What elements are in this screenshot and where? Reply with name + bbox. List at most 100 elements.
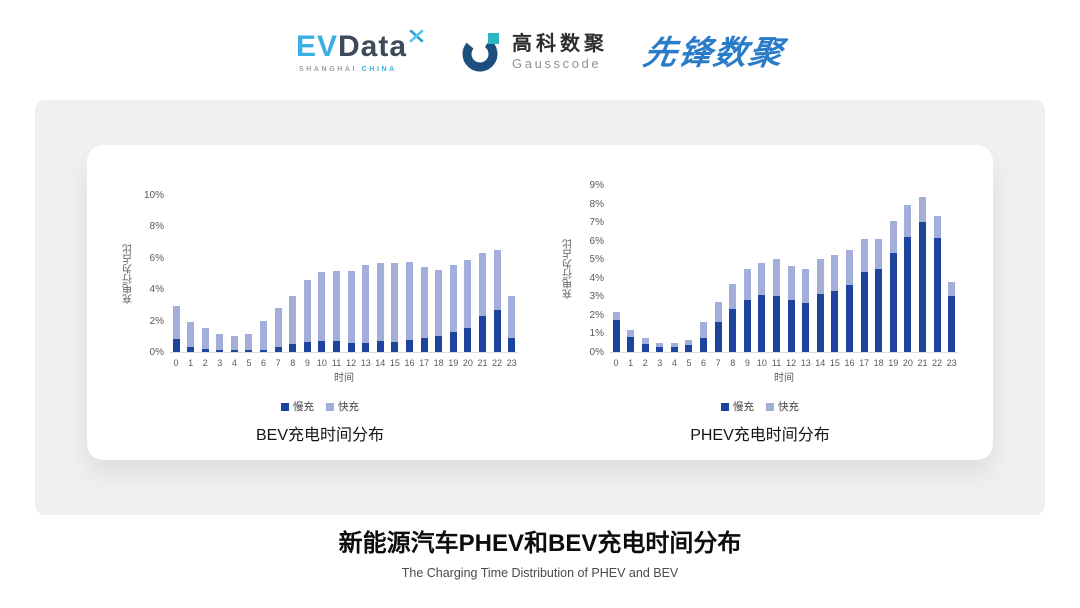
slow-charge-segment [187, 346, 195, 352]
x-tick-label: 8 [290, 358, 296, 368]
slow-legend-swatch [281, 403, 289, 411]
slow-charge-segment [685, 344, 693, 352]
gausscode-g-icon [462, 33, 500, 72]
slow-charge-segment [846, 285, 853, 352]
gausscode-logo: 高科数聚 Gausscode [461, 30, 608, 74]
bar-hour-7 [272, 308, 284, 352]
fast-charge-segment [508, 296, 516, 338]
slow-charge-segment [376, 341, 384, 352]
slow-charge-segment [333, 341, 341, 352]
bar-hour-0 [170, 306, 182, 352]
fast-charge-segment [700, 322, 708, 338]
fast-charge-segment [685, 339, 693, 345]
bar-hour-10 [756, 262, 768, 352]
bar-hour-13 [800, 269, 812, 352]
fast-charge-segment [743, 268, 751, 301]
x-axis-title: 时间 [774, 373, 794, 384]
slow-charge-segment [318, 341, 326, 352]
fast-charge-segment [201, 328, 209, 349]
x-tick-label: 4 [231, 358, 237, 368]
slow-charge-segment [904, 236, 912, 352]
x-tick-label: 20 [902, 358, 913, 368]
slow-charge-segment [787, 300, 795, 352]
fast-charge-segment [435, 269, 443, 337]
fast-charge-segment [406, 261, 413, 341]
slow-charge-segment [641, 343, 649, 352]
x-tick-label: 19 [888, 358, 899, 368]
phev-plot-area: 充电行为占比 0% 1% 2% 3% 4% 5% 6% 7% 8% 9% [562, 180, 958, 358]
bar-hour-14 [814, 259, 826, 352]
bar-hour-15 [389, 262, 401, 352]
x-tick-label: 6 [261, 358, 267, 368]
fast-charge-segment [245, 333, 253, 351]
bar-hour-3 [654, 342, 666, 352]
y-tick-label: 9% [589, 180, 604, 191]
fast-charge-segment [831, 254, 839, 291]
slow-charge-segment [420, 337, 428, 352]
slow-charge-segment [478, 315, 486, 352]
y-tick-label: 6% [589, 235, 604, 247]
x-tick-label: 13 [360, 358, 371, 368]
x-tick-label: 17 [419, 358, 430, 368]
phev-bars [610, 185, 958, 353]
x-axis-ticks: 0 1 2 3 4 5 6 7 8 9 10 11 12 13 14 15 16 17 18 19 20 21 22 23 [610, 357, 958, 369]
bar-hour-5 [683, 339, 695, 352]
bar-hour-1 [185, 322, 197, 352]
slow-charge-segment [743, 300, 751, 352]
x-tick-label: 5 [246, 358, 252, 368]
x-tick-label: 6 [701, 358, 707, 368]
fast-charge-segment [846, 249, 853, 286]
x-tick-label: 16 [844, 358, 855, 368]
fast-charge-segment [187, 322, 195, 347]
slow-charge-segment [933, 237, 941, 352]
fast-charge-segment [376, 262, 384, 342]
x-tick-label: 23 [946, 358, 957, 368]
gausscode-wordmark: 高科数聚 Gausscode [512, 34, 608, 70]
bar-hour-23 [946, 281, 958, 352]
slow-charge-segment [729, 309, 737, 352]
x-tick-label: 9 [304, 358, 310, 368]
legend-item-slow: 慢充 [721, 401, 754, 413]
y-axis-ticks: 0% 1% 2% 3% 4% 5% 6% 7% 8% 9% [576, 180, 610, 358]
x-tick-label: 1 [188, 358, 194, 368]
x-tick-label: 5 [686, 358, 692, 368]
slow-charge-segment [274, 346, 282, 352]
slow-charge-segment [758, 295, 766, 352]
phev-chart-title: PHEV充电时间分布 [690, 427, 830, 444]
fast-charge-segment [627, 329, 635, 338]
evdata-ev-text: EV [295, 29, 338, 63]
main-title: 新能源汽车PHEV和BEV充电时间分布 [338, 530, 742, 557]
bar-hour-19 [447, 264, 459, 352]
bar-hour-14 [374, 262, 386, 352]
fast-charge-segment [933, 215, 941, 238]
bev-chart: 充电行为占比 0% 2% 4% 6% 8% 10% 0 1 2 3 4 5 6 7 8 9 10 11 12 13 1… [122, 190, 518, 460]
legend-label: 快充 [338, 401, 359, 413]
x-tick-label: 13 [800, 358, 811, 368]
bar-hour-15 [829, 254, 841, 352]
fast-charge-segment [816, 259, 824, 295]
x-tick-label: 10 [316, 358, 327, 368]
y-tick-label: 6% [149, 252, 164, 264]
bar-hour-12 [345, 271, 357, 352]
x-axis-title: 时间 [334, 373, 354, 384]
bar-hour-0 [610, 312, 622, 352]
bar-hour-17 [418, 267, 430, 352]
slow-charge-segment [700, 337, 708, 352]
bar-hour-18 [873, 238, 885, 352]
y-tick-label: 0% [589, 347, 604, 358]
charts-row: 充电行为占比 0% 2% 4% 6% 8% 10% 0 1 2 3 4 5 6 7 8 9 10 11 12 13 1… [87, 145, 993, 460]
fast-charge-segment [478, 253, 486, 316]
x-tick-label: 22 [932, 358, 943, 368]
slow-charge-segment [612, 319, 620, 352]
x-tick-label: 14 [375, 358, 386, 368]
fast-charge-segment [918, 197, 926, 223]
gausscode-en-text: Gausscode [512, 56, 602, 71]
slow-charge-segment [303, 341, 311, 352]
x-tick-label: 4 [671, 358, 677, 368]
y-axis-ticks: 0% 2% 4% 6% 8% 10% [136, 190, 170, 358]
y-tick-label: 8% [589, 198, 604, 210]
slow-charge-segment [875, 268, 883, 352]
bev-plot-area: 充电行为占比 0% 2% 4% 6% 8% 10% [122, 190, 518, 358]
x-tick-label: 2 [202, 358, 208, 368]
fast-legend-swatch [766, 403, 774, 411]
